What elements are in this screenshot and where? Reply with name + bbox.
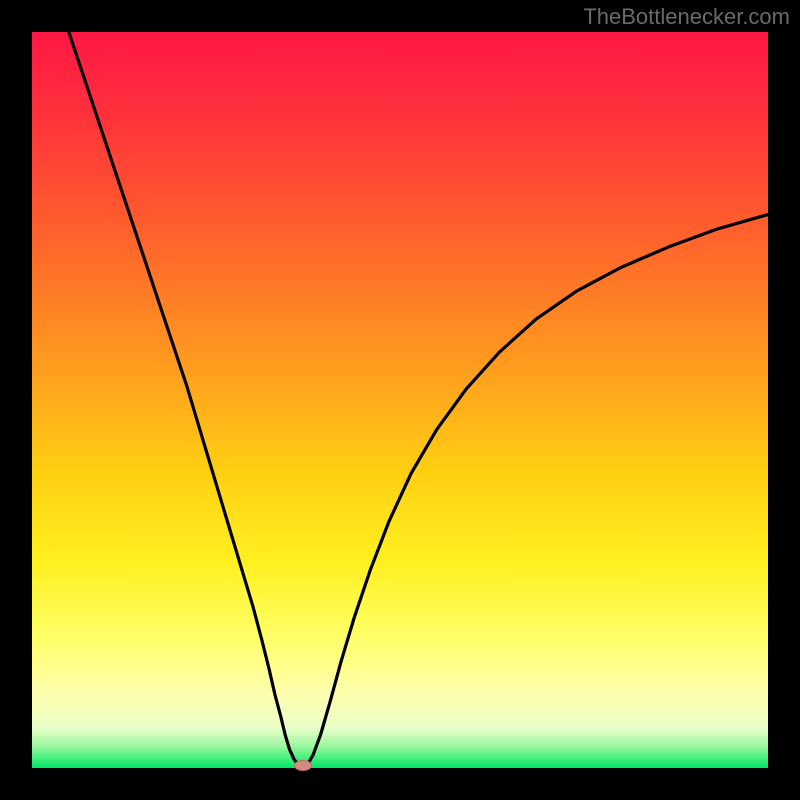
plot-area	[32, 32, 768, 768]
watermark-text: TheBottlenecker.com	[583, 4, 790, 30]
optimum-marker	[294, 760, 312, 771]
bottleneck-curve	[32, 32, 768, 768]
chart-frame: TheBottlenecker.com	[0, 0, 800, 800]
